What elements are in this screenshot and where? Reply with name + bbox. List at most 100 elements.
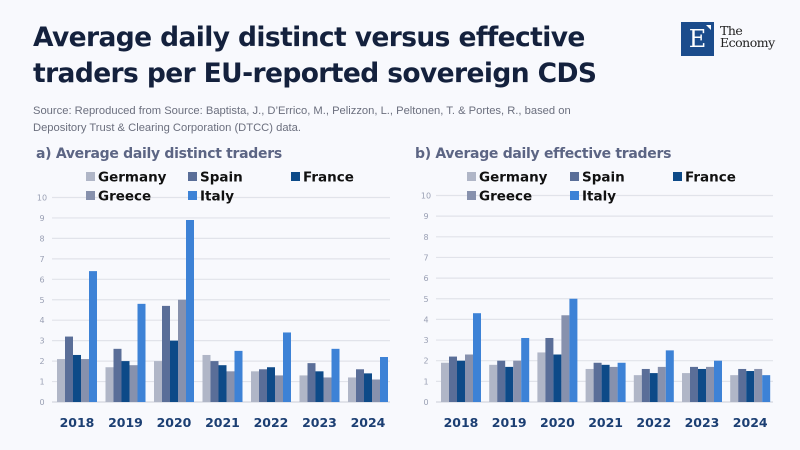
- bar-france-2024: [364, 373, 372, 402]
- bar-greece-2020: [178, 299, 186, 402]
- page-title: Average daily distinct versus effective …: [33, 20, 633, 92]
- bar-italy-2020: [569, 298, 578, 402]
- y-tick-label: 9: [423, 212, 428, 221]
- bar-france-2023: [315, 371, 324, 402]
- source-note: Source: Reproduced from Source: Baptista…: [33, 103, 683, 137]
- legend-label-italy: Italy: [582, 189, 616, 205]
- bar-italy-2024: [380, 357, 388, 402]
- legend-swatch-france: [673, 172, 682, 181]
- legend-swatch-greece: [86, 191, 95, 200]
- bar-germany-2023: [299, 375, 308, 402]
- bar-germany-2023: [682, 373, 690, 402]
- bar-germany-2024: [730, 375, 739, 402]
- chart-a-title: a) Average daily distinct traders: [36, 146, 282, 162]
- legend-label-france: France: [303, 170, 354, 186]
- y-tick-label: 4: [423, 315, 428, 324]
- y-tick-label: 9: [39, 214, 44, 223]
- y-tick-label: 10: [421, 192, 431, 201]
- bar-italy-2019: [521, 337, 530, 402]
- legend-swatch-germany: [467, 172, 476, 181]
- logo-accent: [706, 25, 711, 30]
- the-economy-logo: E The Economy: [681, 22, 775, 56]
- x-tick-label: 2020: [157, 415, 192, 430]
- bar-germany-2019: [489, 364, 498, 402]
- x-tick-label: 2023: [685, 415, 720, 430]
- x-tick-label: 2018: [444, 415, 479, 430]
- legend-swatch-italy: [570, 191, 579, 200]
- x-tick-label: 2022: [636, 415, 671, 430]
- y-tick-label: 7: [423, 253, 428, 262]
- legend-label-france: France: [685, 170, 736, 186]
- x-tick-label: 2021: [205, 415, 240, 430]
- logo-letter: E: [688, 25, 707, 53]
- x-tick-label: 2021: [588, 415, 623, 430]
- legend-label-spain: Spain: [200, 170, 243, 186]
- bar-germany-2021: [585, 368, 594, 402]
- bar-spain-2019: [497, 360, 506, 402]
- logo-line-1: The: [720, 23, 743, 38]
- y-tick-label: 0: [423, 398, 428, 407]
- bar-italy-2022: [665, 350, 674, 402]
- bar-greece-2024: [372, 379, 380, 402]
- bar-spain-2022: [259, 369, 267, 402]
- bar-spain-2021: [593, 362, 602, 402]
- bar-greece-2018: [81, 359, 89, 402]
- y-tick-label: 6: [39, 275, 44, 284]
- x-tick-label: 2019: [108, 415, 143, 430]
- y-tick-label: 5: [423, 295, 428, 304]
- x-tick-label: 2023: [302, 415, 337, 430]
- legend-label-greece: Greece: [98, 189, 151, 205]
- x-tick-label: 2024: [351, 415, 386, 430]
- bar-greece-2018: [465, 354, 473, 402]
- legend-swatch-spain: [188, 172, 197, 181]
- legend-swatch-spain: [570, 172, 579, 181]
- bar-italy-2023: [331, 348, 340, 402]
- bar-greece-2022: [657, 366, 666, 402]
- legend-label-spain: Spain: [582, 170, 625, 186]
- bar-spain-2023: [307, 363, 316, 402]
- bar-germany-2020: [537, 352, 546, 402]
- bar-france-2024: [746, 371, 755, 402]
- bar-italy-2021: [617, 362, 626, 402]
- bar-spain-2018: [449, 356, 457, 402]
- bar-spain-2019: [113, 348, 122, 402]
- legend-label-germany: Germany: [479, 170, 548, 186]
- bar-greece-2022: [275, 375, 283, 402]
- y-tick-label: 0: [39, 398, 44, 407]
- y-tick-label: 2: [423, 357, 428, 366]
- y-tick-label: 4: [39, 316, 44, 325]
- x-tick-label: 2018: [60, 415, 95, 430]
- legend-label-germany: Germany: [98, 170, 167, 186]
- bar-greece-2023: [706, 366, 714, 402]
- y-tick-label: 8: [423, 233, 428, 242]
- bar-italy-2020: [186, 219, 194, 402]
- bar-france-2018: [73, 354, 81, 402]
- legend-label-greece: Greece: [479, 189, 532, 205]
- bar-greece-2021: [609, 366, 618, 402]
- bar-italy-2023: [714, 360, 722, 402]
- bar-germany-2018: [57, 359, 65, 402]
- x-tick-label: 2019: [492, 415, 527, 430]
- y-tick-label: 3: [39, 337, 44, 346]
- bar-greece-2019: [129, 365, 138, 402]
- bar-greece-2021: [226, 371, 235, 402]
- bar-france-2023: [698, 368, 706, 402]
- bar-germany-2024: [348, 377, 356, 402]
- y-tick-label: 3: [423, 336, 428, 345]
- bar-france-2021: [218, 365, 227, 402]
- bar-germany-2019: [105, 367, 114, 402]
- x-tick-label: 2024: [733, 415, 768, 430]
- source-line-1: Source: Reproduced from Source: Baptista…: [33, 105, 571, 117]
- bar-france-2020: [170, 340, 178, 402]
- logo-e-icon: E: [681, 22, 714, 56]
- y-tick-label: 1: [423, 377, 428, 386]
- source-line-2: Depository Trust & Clearing Corporation …: [33, 122, 301, 134]
- bar-spain-2018: [65, 336, 73, 402]
- bar-greece-2020: [561, 315, 570, 402]
- chart-b-title: b) Average daily effective traders: [415, 146, 672, 162]
- bar-spain-2023: [690, 366, 698, 402]
- bar-france-2021: [601, 364, 610, 402]
- y-tick-label: 5: [39, 296, 44, 305]
- bar-spain-2022: [641, 368, 650, 402]
